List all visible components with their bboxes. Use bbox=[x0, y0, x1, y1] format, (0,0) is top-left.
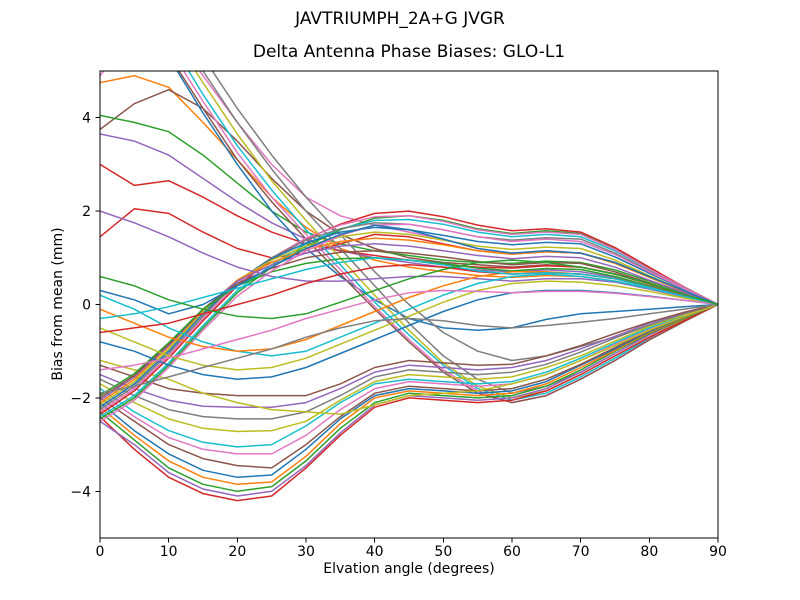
series-line-14 bbox=[211, 71, 718, 362]
series-group bbox=[100, 71, 718, 502]
series-line-25 bbox=[100, 303, 718, 408]
x-tick-label: 50 bbox=[434, 544, 452, 560]
series-line-49 bbox=[100, 257, 718, 320]
y-tick-label: −2 bbox=[70, 391, 91, 407]
series-line-11 bbox=[187, 71, 718, 401]
x-axis-label: Elvation angle (degrees) bbox=[323, 561, 495, 577]
series-line-19 bbox=[100, 303, 718, 479]
y-tick-label: 2 bbox=[82, 204, 91, 220]
series-line-23 bbox=[100, 303, 718, 433]
x-tick-label: 90 bbox=[709, 544, 727, 560]
x-tick-label: 70 bbox=[572, 544, 590, 560]
series-line-50 bbox=[100, 259, 718, 320]
series-line-21 bbox=[100, 303, 718, 455]
series-line-43 bbox=[100, 280, 718, 371]
series-line-24 bbox=[100, 303, 718, 420]
series-line-47 bbox=[100, 289, 718, 371]
x-tick-label: 60 bbox=[503, 544, 521, 560]
x-tick-label: 40 bbox=[366, 544, 384, 560]
series-line-15 bbox=[100, 303, 718, 502]
series-line-3 bbox=[100, 88, 718, 306]
x-tick-label: 0 bbox=[96, 544, 105, 560]
series-line-4 bbox=[100, 114, 718, 306]
series-line-17 bbox=[100, 303, 718, 493]
series-line-42 bbox=[100, 273, 718, 357]
series-line-41 bbox=[100, 210, 718, 306]
series-line-2 bbox=[100, 74, 718, 306]
series-line-13 bbox=[178, 71, 718, 404]
x-tick-label: 80 bbox=[640, 544, 658, 560]
y-tick-label: 0 bbox=[82, 298, 91, 314]
series-line-29 bbox=[100, 218, 718, 418]
y-axis-label: Bias from mean (mm) bbox=[50, 227, 66, 381]
figure-title: JAVTRIUMPH_2A+G JVGR bbox=[295, 9, 505, 29]
series-line-18 bbox=[100, 303, 718, 486]
series-line-31 bbox=[100, 215, 718, 413]
series-line-39 bbox=[100, 223, 718, 422]
x-tick-label: 10 bbox=[160, 544, 178, 560]
axes-title: Delta Antenna Phase Biases: GLO-L1 bbox=[252, 42, 566, 62]
x-tick-label: 30 bbox=[297, 544, 315, 560]
series-line-20 bbox=[100, 303, 718, 469]
series-line-30 bbox=[100, 210, 718, 415]
series-line-5 bbox=[100, 133, 718, 306]
series-line-40 bbox=[100, 224, 718, 315]
y-tick-label: −4 bbox=[70, 484, 91, 500]
y-tick-label: 4 bbox=[82, 111, 91, 127]
x-tick-label: 20 bbox=[228, 544, 246, 560]
series-line-48 bbox=[100, 303, 718, 394]
series-line-34 bbox=[100, 231, 718, 406]
series-line-27 bbox=[100, 303, 718, 415]
series-line-22 bbox=[100, 303, 718, 448]
